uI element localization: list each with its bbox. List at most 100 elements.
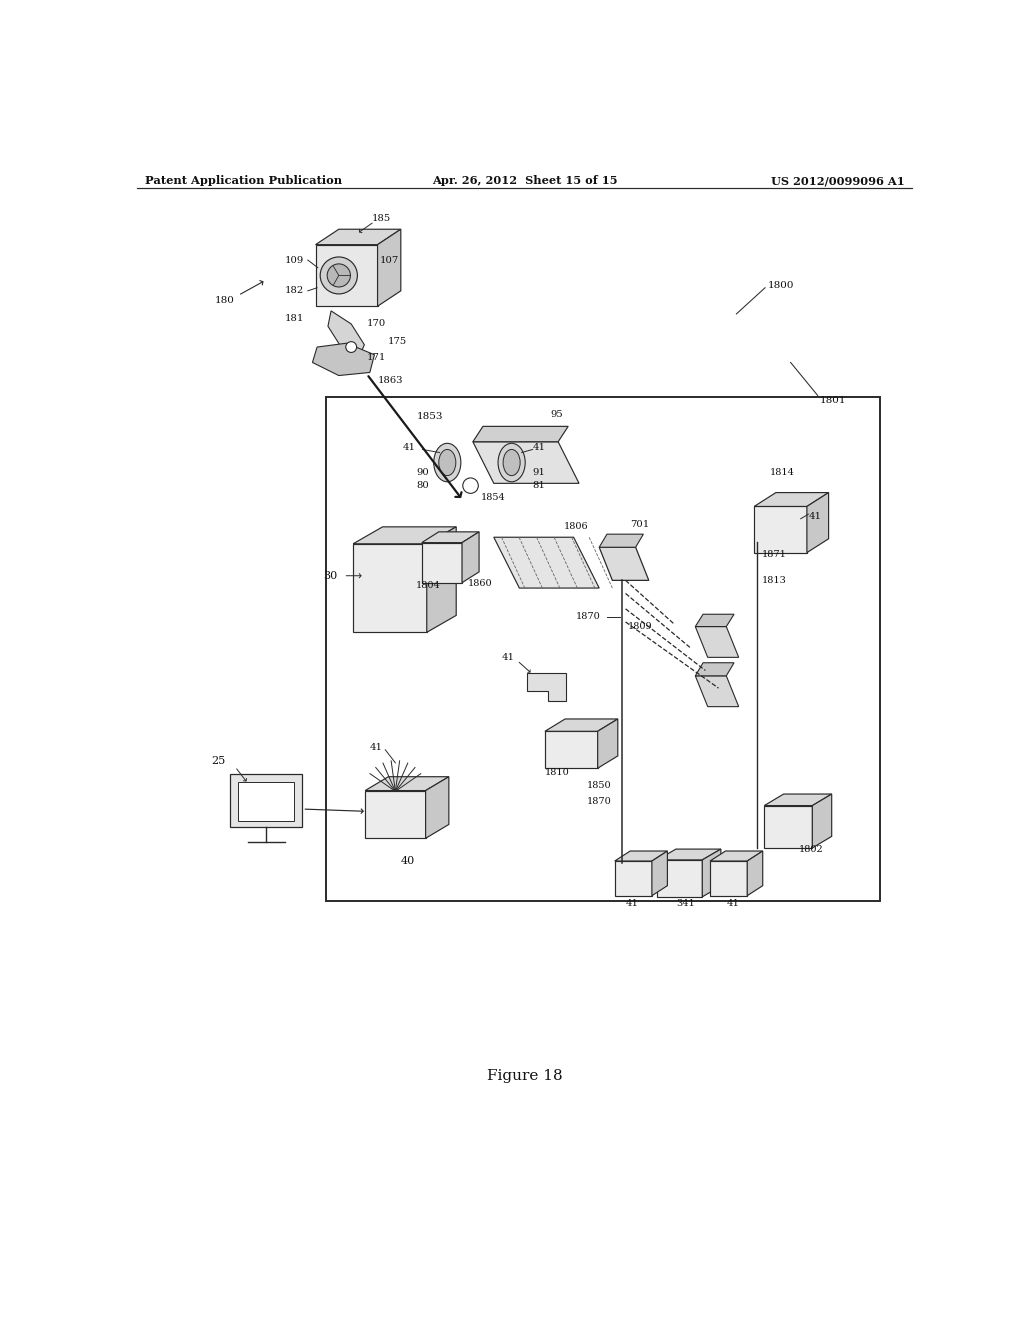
Text: 91: 91 bbox=[532, 469, 546, 477]
Text: US 2012/0099096 A1: US 2012/0099096 A1 bbox=[771, 176, 904, 186]
Bar bbox=[326, 397, 880, 902]
Polygon shape bbox=[755, 507, 807, 553]
Text: 41: 41 bbox=[370, 743, 383, 752]
Polygon shape bbox=[764, 795, 831, 805]
Text: 1801: 1801 bbox=[819, 396, 846, 405]
Polygon shape bbox=[598, 719, 617, 768]
Polygon shape bbox=[462, 532, 479, 582]
Polygon shape bbox=[614, 851, 668, 861]
Polygon shape bbox=[695, 627, 738, 657]
Ellipse shape bbox=[498, 444, 525, 482]
Polygon shape bbox=[378, 230, 400, 306]
Polygon shape bbox=[366, 791, 426, 838]
Polygon shape bbox=[328, 312, 365, 358]
Polygon shape bbox=[426, 776, 449, 838]
Polygon shape bbox=[702, 849, 721, 896]
Polygon shape bbox=[764, 805, 812, 847]
Text: 1802: 1802 bbox=[799, 845, 823, 854]
Polygon shape bbox=[494, 537, 599, 589]
Text: 185: 185 bbox=[372, 214, 391, 223]
Text: 701: 701 bbox=[630, 520, 649, 528]
Text: 109: 109 bbox=[285, 256, 304, 264]
Text: 1806: 1806 bbox=[563, 521, 588, 531]
Text: 182: 182 bbox=[285, 286, 304, 296]
Polygon shape bbox=[755, 492, 828, 507]
Ellipse shape bbox=[438, 450, 456, 475]
Text: 90: 90 bbox=[417, 469, 429, 477]
Text: 41: 41 bbox=[403, 442, 416, 451]
Polygon shape bbox=[599, 548, 649, 581]
Text: 1850: 1850 bbox=[587, 781, 611, 791]
Polygon shape bbox=[366, 776, 449, 791]
Text: 41: 41 bbox=[502, 653, 514, 661]
Polygon shape bbox=[599, 535, 643, 548]
Text: 171: 171 bbox=[367, 352, 386, 362]
Text: 41: 41 bbox=[726, 899, 739, 908]
Text: 1860: 1860 bbox=[467, 579, 493, 587]
Polygon shape bbox=[652, 851, 668, 896]
Polygon shape bbox=[315, 244, 378, 306]
Text: 1810: 1810 bbox=[545, 768, 569, 777]
Polygon shape bbox=[353, 544, 427, 632]
Ellipse shape bbox=[434, 444, 461, 482]
Polygon shape bbox=[657, 859, 702, 896]
Polygon shape bbox=[695, 614, 734, 627]
Circle shape bbox=[346, 342, 356, 352]
Text: 1804: 1804 bbox=[417, 581, 441, 590]
Text: 107: 107 bbox=[380, 256, 399, 264]
Polygon shape bbox=[422, 532, 479, 543]
Text: 1854: 1854 bbox=[480, 492, 506, 502]
Text: 40: 40 bbox=[400, 855, 415, 866]
Text: 1871: 1871 bbox=[762, 550, 786, 560]
Polygon shape bbox=[695, 676, 738, 706]
Text: 1814: 1814 bbox=[770, 469, 795, 477]
Text: 1813: 1813 bbox=[762, 576, 786, 585]
Polygon shape bbox=[657, 849, 721, 859]
Polygon shape bbox=[422, 543, 462, 582]
Text: 170: 170 bbox=[367, 319, 386, 329]
Text: 25: 25 bbox=[212, 755, 226, 766]
Polygon shape bbox=[748, 851, 763, 896]
Text: 1870: 1870 bbox=[587, 797, 611, 805]
Text: 41: 41 bbox=[532, 442, 546, 451]
Polygon shape bbox=[614, 861, 652, 896]
Bar bbox=[230, 775, 302, 826]
Text: 181: 181 bbox=[285, 314, 304, 323]
Polygon shape bbox=[527, 673, 566, 701]
Text: 175: 175 bbox=[388, 337, 407, 346]
Text: Figure 18: Figure 18 bbox=[487, 1069, 562, 1084]
Text: 1809: 1809 bbox=[628, 622, 652, 631]
Text: 341: 341 bbox=[677, 899, 695, 908]
Text: 30: 30 bbox=[324, 570, 338, 581]
Text: 180: 180 bbox=[215, 297, 234, 305]
Polygon shape bbox=[473, 442, 579, 483]
Polygon shape bbox=[545, 731, 598, 768]
Text: 41: 41 bbox=[809, 512, 821, 521]
Text: 1800: 1800 bbox=[767, 281, 794, 290]
Text: 95: 95 bbox=[550, 409, 563, 418]
Text: Apr. 26, 2012  Sheet 15 of 15: Apr. 26, 2012 Sheet 15 of 15 bbox=[432, 176, 617, 186]
Text: Patent Application Publication: Patent Application Publication bbox=[145, 176, 342, 186]
Ellipse shape bbox=[503, 450, 520, 475]
Polygon shape bbox=[315, 230, 400, 244]
Polygon shape bbox=[545, 719, 617, 731]
Text: 81: 81 bbox=[532, 482, 546, 490]
Polygon shape bbox=[473, 426, 568, 442]
Polygon shape bbox=[710, 861, 748, 896]
Text: 1853: 1853 bbox=[417, 412, 442, 421]
Polygon shape bbox=[807, 492, 828, 553]
Polygon shape bbox=[710, 851, 763, 861]
Text: 80: 80 bbox=[417, 482, 429, 490]
Ellipse shape bbox=[321, 257, 357, 294]
Text: 41: 41 bbox=[626, 899, 639, 908]
Ellipse shape bbox=[328, 264, 350, 286]
Text: 1870: 1870 bbox=[575, 612, 601, 620]
Polygon shape bbox=[427, 527, 457, 632]
Polygon shape bbox=[695, 663, 734, 676]
Polygon shape bbox=[312, 343, 375, 376]
Text: 1863: 1863 bbox=[378, 376, 403, 384]
Polygon shape bbox=[353, 527, 457, 544]
Polygon shape bbox=[812, 795, 831, 847]
Circle shape bbox=[463, 478, 478, 494]
Bar bbox=[238, 781, 294, 821]
